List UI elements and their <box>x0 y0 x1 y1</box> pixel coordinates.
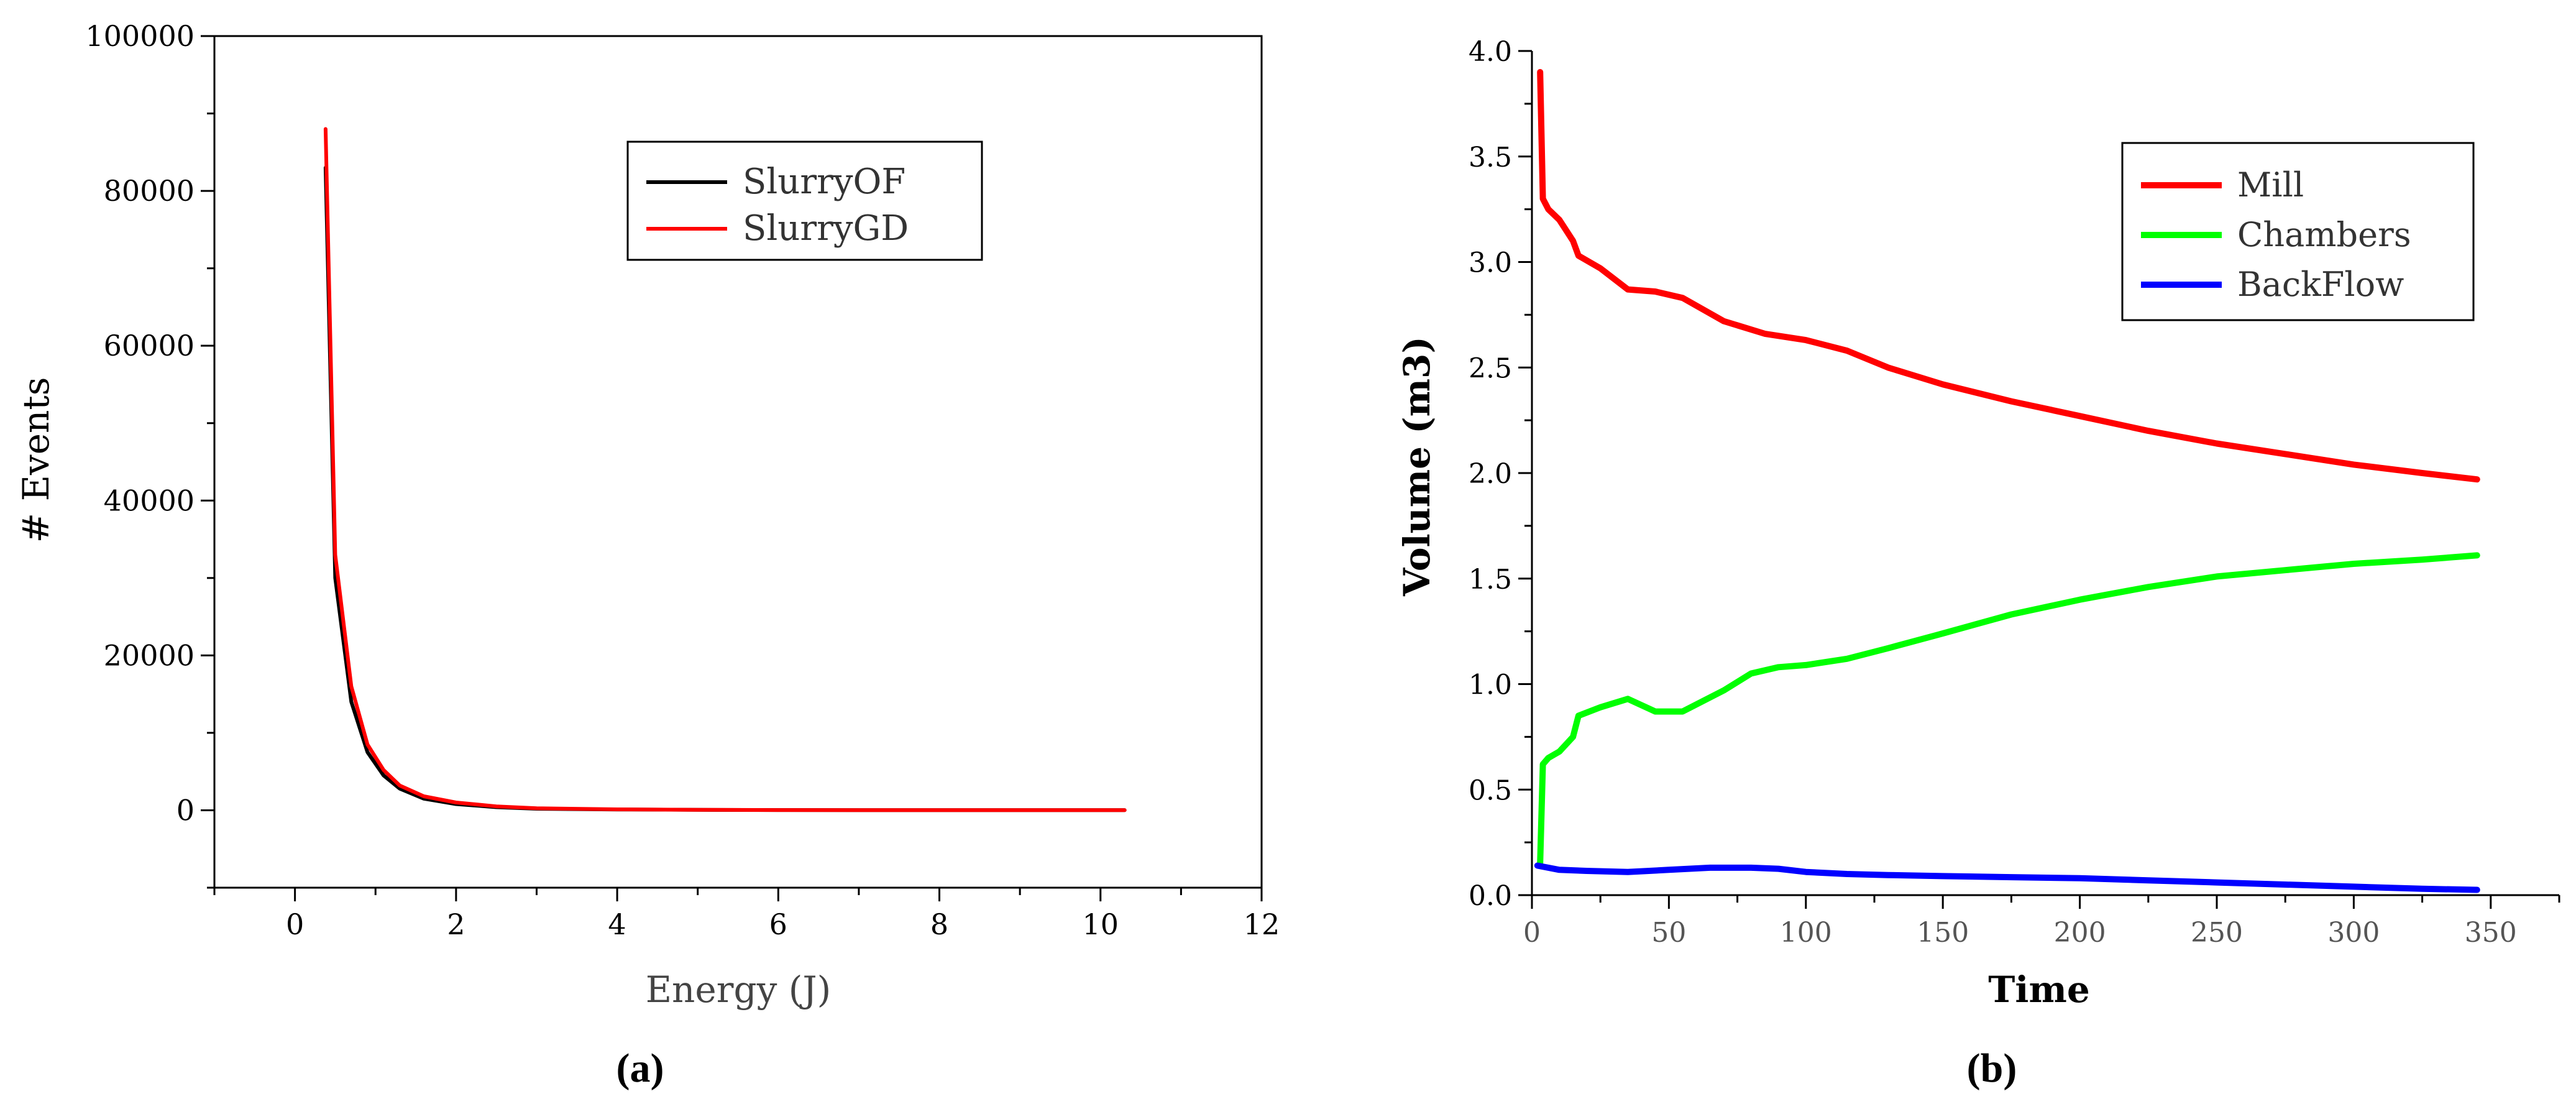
x-tick-label: 350 <box>2465 917 2517 949</box>
x-axis-label: Energy (J) <box>646 968 832 1011</box>
x-tick-label: 8 <box>930 908 948 941</box>
legend-label-slurryof: SlurryOF <box>743 162 905 202</box>
series-line-mill <box>1537 69 2480 483</box>
y-axis-label: Volume (m3) <box>1396 336 1438 597</box>
y-tick-label: 4.0 <box>1469 36 1512 68</box>
y-tick-label: 1.0 <box>1469 669 1512 701</box>
x-tick-label: 300 <box>2327 917 2380 949</box>
x-tick-label: 200 <box>2054 917 2106 949</box>
legend-label-slurrygd: SlurryGD <box>743 208 909 249</box>
x-tick-label: 250 <box>2191 917 2243 949</box>
x-tick-label: 100 <box>1780 917 1832 949</box>
x-tick-label: 10 <box>1082 908 1119 941</box>
panel-label: (a) <box>616 1046 664 1091</box>
legend-label-chambers: Chambers <box>2237 215 2411 254</box>
y-tick-label: 40000 <box>104 484 195 517</box>
x-tick-label: 12 <box>1244 908 1280 941</box>
x-tick-label: 150 <box>1917 917 1969 949</box>
y-tick-label: 0 <box>176 793 195 827</box>
y-tick-label: 100000 <box>85 19 195 53</box>
x-axis-label: Time <box>1988 968 2089 1011</box>
series-line-chambers <box>1537 552 2480 867</box>
legend-label-backflow: BackFlow <box>2237 265 2404 304</box>
y-tick-label: 1.5 <box>1469 564 1512 596</box>
chart-b: 0 50 100 150 200 250 300 350 0.0 0.5 1.0 1.5 2.0 2.5 3… <box>1396 36 2560 1091</box>
y-tick-label: 2.0 <box>1469 458 1512 490</box>
y-tick-label: 2.5 <box>1469 352 1512 384</box>
legend-label-mill: Mill <box>2237 165 2304 205</box>
x-tick-label: 2 <box>447 908 465 941</box>
series-line-slurrygd <box>323 127 1127 812</box>
series-line-backflow <box>1534 862 2480 893</box>
chart-a: 0 2 4 6 8 10 12 0 20000 40000 60000 80000 100000 Ener… <box>15 19 1280 1091</box>
series-line-slurryof <box>323 165 1127 812</box>
x-tick-label: 4 <box>608 908 626 941</box>
x-tick-label: 0 <box>286 908 304 941</box>
x-tick-label: 0 <box>1523 917 1541 949</box>
y-tick-label: 0.0 <box>1469 880 1512 912</box>
y-tick-label: 60000 <box>104 329 195 362</box>
y-tick-label: 0.5 <box>1469 775 1512 806</box>
x-tick-label: 6 <box>769 908 787 941</box>
y-tick-label: 3.5 <box>1469 142 1512 173</box>
legend-box <box>626 140 983 261</box>
y-axis-label: # Events <box>15 377 57 543</box>
plot-frame <box>213 35 1263 889</box>
y-tick-label: 3.0 <box>1469 247 1512 279</box>
panel-label: (b) <box>1967 1046 2017 1091</box>
x-tick-label: 50 <box>1651 917 1686 949</box>
y-tick-label: 20000 <box>104 638 195 672</box>
y-tick-label: 80000 <box>104 174 195 208</box>
legend-box <box>2121 142 2475 321</box>
